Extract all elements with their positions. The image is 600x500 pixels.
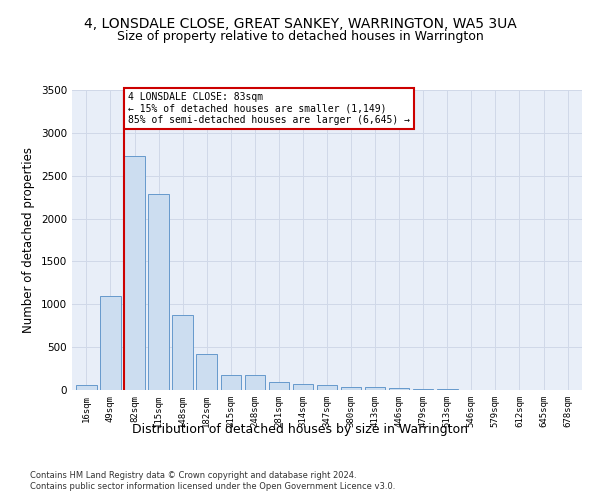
Bar (389, 388, 409, 390)
Bar (124, 156, 145, 390)
Bar (365, 387, 385, 390)
Bar (172, 315, 193, 390)
Bar (413, 388, 433, 390)
Text: 4, LONSDALE CLOSE, GREAT SANKEY, WARRINGTON, WA5 3UA: 4, LONSDALE CLOSE, GREAT SANKEY, WARRING… (83, 18, 517, 32)
Bar (148, 194, 169, 390)
Text: Contains public sector information licensed under the Open Government Licence v3: Contains public sector information licen… (30, 482, 395, 491)
Bar (437, 389, 458, 390)
Bar (196, 354, 217, 390)
Bar (100, 296, 121, 390)
Bar (221, 375, 241, 390)
Bar (76, 386, 97, 390)
Bar (293, 384, 313, 390)
Text: Contains HM Land Registry data © Crown copyright and database right 2024.: Contains HM Land Registry data © Crown c… (30, 471, 356, 480)
Bar (245, 376, 265, 390)
Bar (269, 382, 289, 390)
Text: Distribution of detached houses by size in Warrington: Distribution of detached houses by size … (132, 422, 468, 436)
Text: Size of property relative to detached houses in Warrington: Size of property relative to detached ho… (116, 30, 484, 43)
Bar (317, 386, 337, 390)
Text: 4 LONSDALE CLOSE: 83sqm
← 15% of detached houses are smaller (1,149)
85% of semi: 4 LONSDALE CLOSE: 83sqm ← 15% of detache… (128, 92, 410, 125)
Y-axis label: Number of detached properties: Number of detached properties (22, 147, 35, 333)
Bar (341, 386, 361, 390)
